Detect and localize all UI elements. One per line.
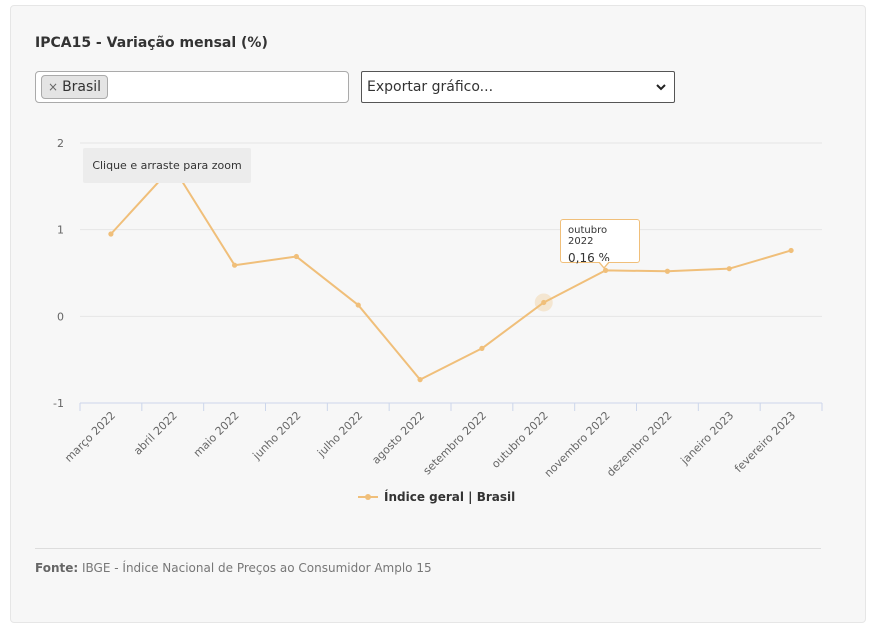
x-tick-label: maio 2022 [191, 409, 242, 460]
tooltip: outubro 2022 0,16 % [560, 219, 640, 265]
x-tick-label: agosto 2022 [369, 409, 427, 467]
tooltip-period: outubro 2022 [568, 225, 608, 247]
selected-location-chip: × Brasil [41, 75, 109, 99]
data-point[interactable] [417, 377, 423, 383]
remove-chip-icon[interactable]: × [48, 80, 59, 94]
data-point[interactable] [479, 345, 485, 351]
data-point[interactable] [355, 302, 361, 308]
x-tick-label: janeiro 2023 [678, 409, 737, 468]
data-point[interactable] [602, 267, 609, 273]
y-tick-label: 0 [57, 310, 64, 323]
x-tick-label: dezembro 2022 [604, 409, 674, 479]
source-note: Fonte: IBGE - Índice Nacional de Preços … [35, 561, 432, 575]
export-chart-label: Exportar gráfico... [367, 79, 494, 95]
data-point[interactable] [664, 268, 671, 274]
data-point[interactable] [541, 299, 547, 306]
data-point[interactable] [788, 247, 794, 254]
y-tick-label: 1 [57, 224, 64, 237]
data-point[interactable] [108, 231, 114, 237]
x-tick-label: setembro 2022 [421, 409, 489, 477]
source-label: Fonte: [35, 561, 79, 575]
chip-label: Brasil [62, 79, 102, 95]
x-tick-label: junho 2022 [250, 409, 304, 463]
legend-label: Índice geral | Brasil [384, 490, 516, 504]
x-tick-label: outubro 2022 [489, 409, 551, 471]
export-chart-select[interactable]: Exportar gráfico... [361, 71, 675, 103]
chart-card [10, 5, 866, 623]
x-tick-label: fevereiro 2023 [732, 409, 798, 475]
legend-line-icon [358, 494, 378, 500]
x-tick-label: novembro 2022 [542, 409, 613, 480]
x-tick-label: julho 2022 [314, 409, 365, 460]
series-line [110, 165, 792, 381]
data-point[interactable] [726, 266, 732, 272]
source-text: IBGE - Índice Nacional de Preços ao Cons… [82, 561, 432, 575]
divider [35, 548, 821, 549]
chevron-down-icon [656, 84, 666, 91]
y-tick-label: 2 [57, 137, 64, 150]
x-tick-label: abril 2022 [131, 409, 180, 458]
location-filter-input[interactable]: × Brasil [35, 71, 349, 103]
x-tick-label: março 2022 [62, 409, 118, 465]
chart-title: IPCA15 - Variação mensal (%) [35, 35, 268, 51]
y-tick-label: -1 [53, 397, 64, 410]
data-point[interactable] [231, 262, 238, 268]
zoom-hint: Clique e arraste para zoom [83, 148, 251, 183]
legend-item[interactable]: Índice geral | Brasil [358, 490, 515, 504]
data-point[interactable] [293, 253, 300, 260]
tooltip-pointer-inner [599, 261, 609, 267]
